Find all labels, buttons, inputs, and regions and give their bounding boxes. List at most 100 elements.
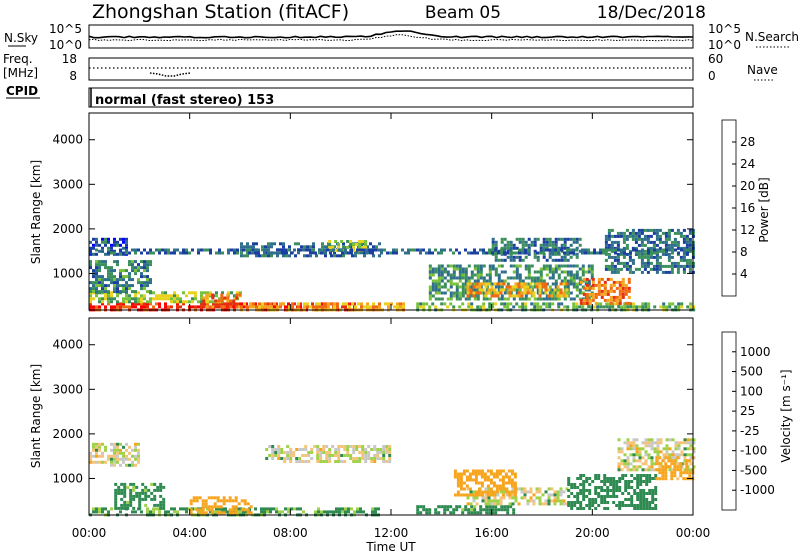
- heatmap-cell: [649, 234, 653, 238]
- heatmap-cell: [220, 299, 224, 303]
- heatmap-cell: [222, 499, 226, 503]
- heatmap-cell: [322, 445, 326, 448]
- heatmap-cell: [606, 292, 610, 296]
- heatmap-cell: [156, 488, 160, 492]
- heatmap-cell: [364, 448, 368, 451]
- heatmap-cell: [551, 243, 555, 247]
- heatmap-cell: [588, 507, 592, 510]
- heatmap-cell: [670, 261, 674, 265]
- heatmap-cell: [318, 305, 321, 309]
- heatmap-cell: [268, 445, 272, 448]
- heatmap-cell: [621, 280, 625, 284]
- heatmap-cell: [640, 252, 644, 256]
- heatmap-cell: [129, 497, 133, 501]
- heatmap-cell: [125, 275, 128, 279]
- heatmap-cell: [461, 276, 465, 280]
- heatmap-cell: [507, 475, 511, 479]
- heatmap-cell: [307, 451, 311, 454]
- heatmap-cell: [246, 508, 250, 512]
- heatmap-cell: [240, 305, 243, 309]
- heatmap-cell: [266, 302, 269, 306]
- nave-tick-top: 60: [708, 52, 723, 66]
- heatmap-cell: [159, 485, 163, 489]
- heatmap-cell: [659, 438, 663, 442]
- heatmap-cell: [143, 263, 146, 267]
- heatmap-cell: [512, 508, 516, 512]
- heatmap-cell: [651, 477, 655, 480]
- heatmap-cell: [541, 502, 545, 506]
- heatmap-cell: [167, 251, 170, 255]
- heatmap-cell: [345, 302, 348, 306]
- heatmap-cell: [587, 282, 591, 286]
- heatmap-cell: [304, 460, 308, 463]
- freq-label: Freq.: [3, 52, 33, 66]
- heatmap-cell: [529, 288, 533, 292]
- heatmap-cell: [482, 302, 486, 306]
- heatmap-cell: [371, 248, 374, 252]
- heatmap-cell: [263, 248, 266, 252]
- station-title: Zhongshan Station (fitACF): [92, 1, 349, 23]
- heatmap-cell: [661, 231, 665, 235]
- heatmap-cell: [393, 305, 396, 309]
- heatmap-cell: [104, 266, 107, 270]
- heatmap-cell: [688, 246, 692, 250]
- heatmap-cell: [533, 249, 537, 253]
- heatmap-cell: [542, 297, 546, 301]
- heatmap-cell: [481, 282, 485, 286]
- heatmap-cell: [557, 248, 560, 252]
- heatmap-cell: [137, 291, 140, 295]
- heatmap-cell: [119, 457, 122, 461]
- heatmap-cell: [619, 234, 623, 238]
- heatmap-cell: [585, 277, 589, 281]
- heatmap-cell: [336, 302, 339, 306]
- heatmap-cell: [634, 231, 638, 235]
- heatmap-cell: [624, 283, 628, 287]
- heatmap-cell: [617, 468, 621, 472]
- heatmap-cell: [143, 266, 146, 270]
- heatmap-cell: [228, 511, 232, 515]
- heatmap-cell: [311, 302, 314, 306]
- heatmap-cell: [646, 234, 650, 238]
- heatmap-cell: [319, 451, 323, 454]
- heatmap-cell: [642, 498, 646, 501]
- heatmap-cell: [101, 442, 104, 446]
- heatmap-cell: [578, 243, 582, 247]
- heatmap-cell: [204, 502, 208, 506]
- heatmap-cell: [455, 248, 458, 252]
- heatmap-cell: [621, 295, 625, 299]
- heatmap-cell: [479, 511, 483, 515]
- heatmap-cell: [677, 453, 681, 457]
- heatmap-cell: [676, 261, 680, 265]
- heatmap-cell: [492, 481, 496, 485]
- heatmap-cell: [679, 231, 683, 235]
- heatmap-cell: [506, 505, 510, 509]
- heatmap-cell: [146, 284, 149, 288]
- heatmap-cell: [507, 493, 511, 497]
- heatmap-cell: [258, 254, 261, 258]
- heatmap-cell: [285, 254, 288, 258]
- heatmap-cell: [467, 279, 471, 283]
- heatmap-cell: [276, 254, 279, 258]
- heatmap-cell: [123, 506, 127, 510]
- heatmap-cell: [581, 273, 585, 277]
- heatmap-cell: [615, 298, 619, 302]
- heatmap-cell: [600, 289, 604, 293]
- heatmap-cell: [503, 251, 506, 255]
- heatmap-cell: [95, 240, 98, 244]
- heatmap-cell: [612, 495, 616, 498]
- heatmap-cell: [591, 283, 595, 287]
- heatmap-cell: [504, 487, 508, 491]
- heatmap-cell: [220, 296, 224, 300]
- heatmap-cell: [274, 448, 278, 451]
- heatmap-cell: [212, 302, 215, 306]
- heatmap-cell: [565, 502, 569, 506]
- heatmap-cell: [679, 462, 683, 466]
- heatmap-cell: [92, 290, 95, 294]
- heatmap-cell: [434, 267, 438, 271]
- heatmap-cell: [608, 248, 611, 252]
- heatmap-cell: [134, 297, 137, 301]
- heatmap-cell: [167, 510, 170, 514]
- heatmap-cell: [434, 285, 438, 289]
- heatmap-cell: [449, 302, 453, 306]
- heatmap-cell: [674, 447, 678, 451]
